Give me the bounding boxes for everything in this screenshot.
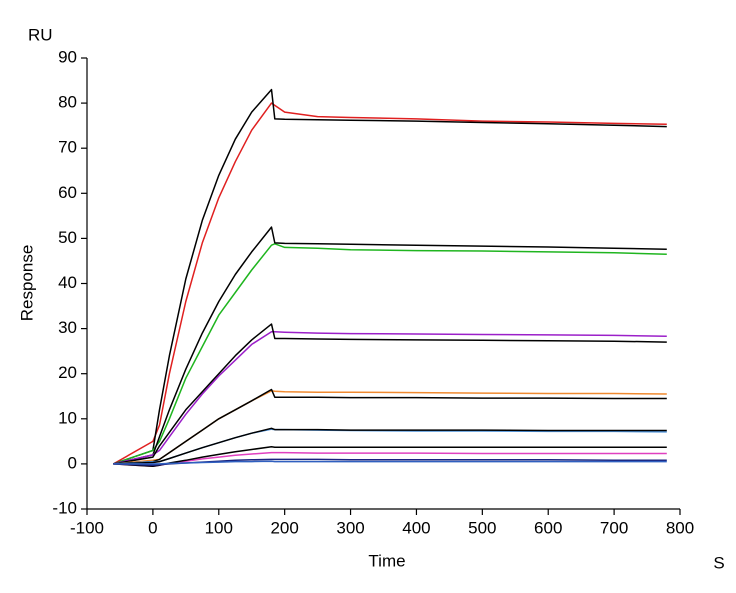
x-tick-label: 600 [534,518,562,537]
x-tick-label: 500 [468,518,496,537]
sensorgram-line [113,427,667,465]
sensorgram-line [113,323,667,465]
sensorgram-line [113,88,667,465]
x-axis-label: Time [368,551,405,570]
y-tick-label: 40 [58,273,77,292]
x-tick-label: 700 [600,518,628,537]
x-tick-label: 800 [666,518,694,537]
x-tick-label: 100 [205,518,233,537]
sensorgram-line [113,243,667,465]
x-tick-label: 400 [402,518,430,537]
sensorgram-line [113,102,667,465]
x-unit: S [713,553,724,572]
sensorgram-line [113,226,667,465]
y-unit: RU [28,25,53,44]
sensorgram-line [113,331,667,465]
y-tick-label: 90 [58,47,77,66]
y-tick-label: 20 [58,363,77,382]
x-tick-label: 0 [148,518,157,537]
y-tick-label: -10 [52,498,77,517]
y-tick-label: 50 [58,228,77,247]
y-tick-label: 60 [58,183,77,202]
x-tick-label: 200 [270,518,298,537]
y-tick-label: 0 [68,453,77,472]
y-tick-label: 30 [58,318,77,337]
x-tick-label: 300 [336,518,364,537]
y-tick-label: 70 [58,138,77,157]
y-axis-label: Response [17,245,36,322]
sensorgram-line [113,388,667,465]
x-tick-label: -100 [70,518,104,537]
y-tick-label: 10 [58,408,77,427]
y-tick-label: 80 [58,93,77,112]
sensorgram-line [113,460,667,465]
